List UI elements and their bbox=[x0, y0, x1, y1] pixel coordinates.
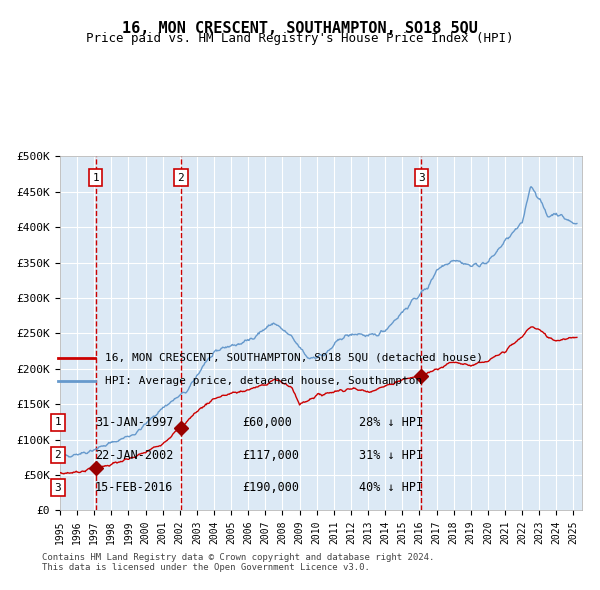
Text: 31-JAN-1997: 31-JAN-1997 bbox=[95, 416, 173, 429]
Text: 2: 2 bbox=[178, 173, 184, 182]
Text: £190,000: £190,000 bbox=[242, 481, 299, 494]
Text: 1: 1 bbox=[92, 173, 99, 182]
Text: 3: 3 bbox=[55, 483, 61, 493]
Text: Contains HM Land Registry data © Crown copyright and database right 2024.
This d: Contains HM Land Registry data © Crown c… bbox=[42, 553, 434, 572]
Text: £117,000: £117,000 bbox=[242, 448, 299, 461]
Text: 22-JAN-2002: 22-JAN-2002 bbox=[95, 448, 173, 461]
Text: 16, MON CRESCENT, SOUTHAMPTON, SO18 5QU: 16, MON CRESCENT, SOUTHAMPTON, SO18 5QU bbox=[122, 21, 478, 35]
Text: 2: 2 bbox=[55, 450, 61, 460]
Text: 40% ↓ HPI: 40% ↓ HPI bbox=[359, 481, 423, 494]
Text: £60,000: £60,000 bbox=[242, 416, 293, 429]
Text: 1: 1 bbox=[55, 417, 61, 427]
Text: HPI: Average price, detached house, Southampton: HPI: Average price, detached house, Sout… bbox=[106, 376, 422, 386]
Text: 16, MON CRESCENT, SOUTHAMPTON, SO18 5QU (detached house): 16, MON CRESCENT, SOUTHAMPTON, SO18 5QU … bbox=[106, 353, 484, 363]
Text: 15-FEB-2016: 15-FEB-2016 bbox=[95, 481, 173, 494]
Text: 28% ↓ HPI: 28% ↓ HPI bbox=[359, 416, 423, 429]
Text: 3: 3 bbox=[418, 173, 425, 182]
Text: 31% ↓ HPI: 31% ↓ HPI bbox=[359, 448, 423, 461]
Text: Price paid vs. HM Land Registry's House Price Index (HPI): Price paid vs. HM Land Registry's House … bbox=[86, 32, 514, 45]
